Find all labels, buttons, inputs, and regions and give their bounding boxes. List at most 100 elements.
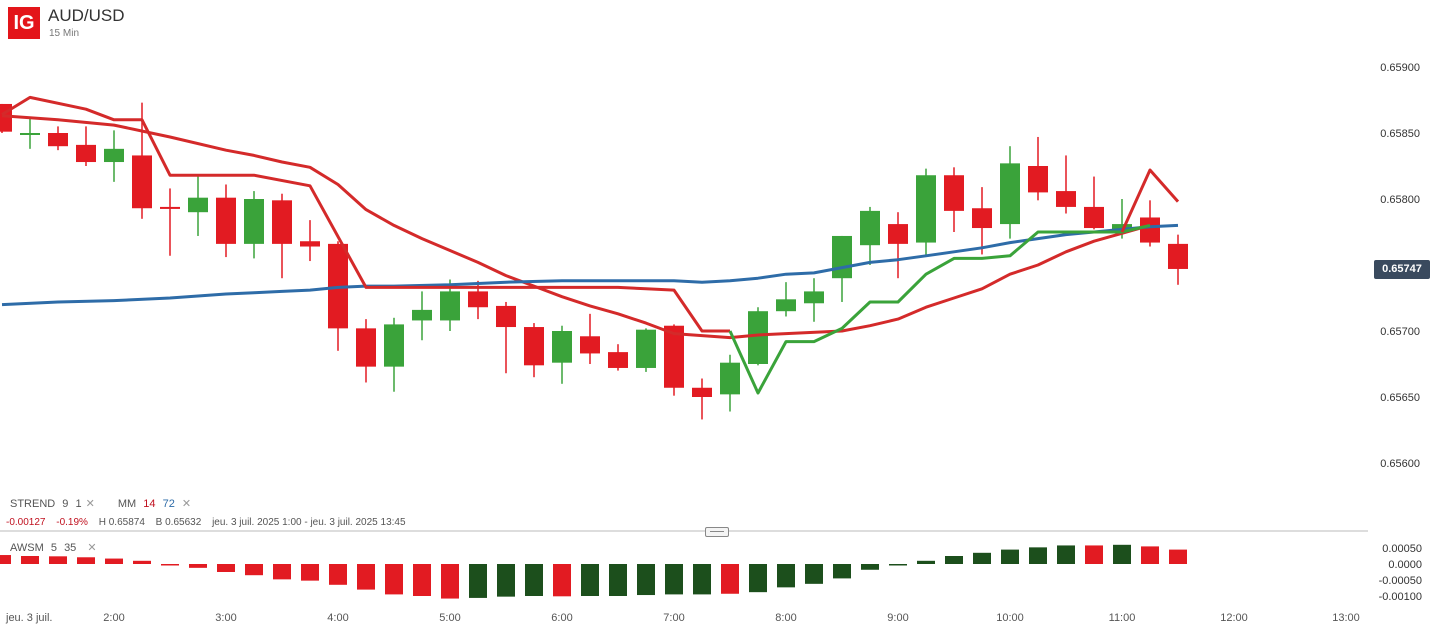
candle-body[interactable] (776, 299, 796, 312)
candle-body[interactable] (916, 175, 936, 243)
candle-body[interactable] (748, 311, 768, 364)
candle-body[interactable] (888, 224, 908, 244)
awsm-bar (161, 564, 179, 566)
last-price-badge: 0.65747 (1374, 260, 1430, 279)
awsm-bar (21, 556, 39, 564)
price-tick-label: 0.65800 (1380, 194, 1420, 206)
strend-label: STREND (10, 498, 56, 510)
candle-body[interactable] (944, 175, 964, 211)
awsm-param-1: 5 (50, 542, 57, 554)
time-tick-label: 11:00 (1109, 612, 1136, 624)
strend-close-icon[interactable]: ✕ (85, 498, 95, 510)
candle-body[interactable] (1084, 206, 1104, 229)
awsm-axis: 0.00050 0.0000 -0.00050 -0.00100 (1379, 543, 1422, 603)
candle-body[interactable] (720, 362, 740, 395)
strend-param-2: 1 (75, 498, 82, 510)
mm-param-2: 72 (162, 498, 175, 510)
awsm-bar (385, 564, 403, 595)
awsm-bar (1057, 545, 1075, 564)
awsm-bar (833, 564, 851, 579)
time-axis: jeu. 3 juil. 2:00 3:00 4:00 5:00 6:00 7:00 8:00… (5, 612, 1360, 624)
candle-body[interactable] (804, 291, 824, 304)
time-tick-label: 5:00 (439, 612, 460, 624)
indicator-line (1, 95, 730, 333)
candle-body[interactable] (440, 291, 460, 321)
date-range: jeu. 3 juil. 2025 1:00 - jeu. 3 juil. 20… (212, 517, 406, 528)
candle-body[interactable] (216, 197, 236, 244)
price-info-bar: -0.00127 -0.19% H 0.65874 B 0.65632 jeu.… (6, 517, 414, 528)
awsm-bar (189, 564, 207, 568)
candle-body[interactable] (972, 208, 992, 229)
candle-body[interactable] (636, 329, 656, 368)
price-tick-label: 0.65700 (1380, 326, 1420, 338)
candle-body[interactable] (1000, 163, 1020, 225)
awsm-bar (217, 564, 235, 572)
awsm-label: AWSM (10, 542, 44, 554)
awsm-bar (609, 564, 627, 596)
candle-body[interactable] (20, 133, 40, 135)
time-tick-label: 4:00 (327, 612, 348, 624)
price-tick-label: 0.65850 (1380, 128, 1420, 140)
strend-param-1: 9 (62, 498, 69, 510)
candle-body[interactable] (1140, 217, 1160, 243)
awsm-bar (329, 564, 347, 585)
candle-body[interactable] (608, 352, 628, 368)
awsm-bar (637, 564, 655, 596)
candle-body[interactable] (552, 331, 572, 363)
time-tick-label: 12:00 (1220, 612, 1248, 624)
candle-body[interactable] (356, 328, 376, 367)
awsm-bar (973, 552, 991, 564)
awsm-tick-label: -0.00050 (1379, 575, 1422, 587)
low-value: B 0.65632 (155, 517, 202, 528)
time-tick-label: 13:00 (1332, 612, 1360, 624)
awsm-close-icon[interactable]: ✕ (87, 542, 97, 554)
candle-body[interactable] (580, 336, 600, 354)
high-value: H 0.65874 (98, 517, 145, 528)
candle-body[interactable] (132, 155, 152, 209)
candle-body[interactable] (496, 305, 516, 328)
ig-logo: IG (8, 7, 40, 39)
indicator-lines-layer (1, 95, 1180, 395)
awsm-bar (861, 564, 879, 570)
candle-body[interactable] (692, 387, 712, 397)
candle-body[interactable] (104, 148, 124, 163)
candle-body[interactable] (1028, 166, 1048, 193)
awsm-bar (441, 564, 459, 599)
awsm-bar (133, 560, 151, 564)
candle-body[interactable] (412, 309, 432, 321)
awsm-bar (889, 564, 907, 566)
awsm-tick-label: 0.00050 (1382, 543, 1422, 555)
awsm-bar (525, 564, 543, 596)
time-tick-label: 8:00 (775, 612, 796, 624)
candle-body[interactable] (832, 235, 852, 279)
time-tick-label: 6:00 (551, 612, 572, 624)
awsm-bar (553, 564, 571, 597)
candle-body[interactable] (76, 144, 96, 163)
indicator-legend: STREND 9 1 ✕ MM 14 72 ✕ (10, 497, 195, 510)
indicator-line (1120, 168, 1180, 233)
mm-param-1: 14 (143, 498, 156, 510)
candle-body[interactable] (300, 241, 320, 247)
indicator-line (1, 223, 1179, 307)
candle-body[interactable] (48, 133, 68, 147)
candle-body[interactable] (1168, 243, 1188, 269)
candle-body[interactable] (244, 199, 264, 244)
candle-body[interactable] (524, 327, 544, 366)
time-tick-label: 9:00 (887, 612, 908, 624)
awsm-bar (665, 564, 683, 595)
candle-body[interactable] (1056, 191, 1076, 207)
candle-body[interactable] (860, 210, 880, 246)
mm-close-icon[interactable]: ✕ (181, 498, 192, 510)
candle-body[interactable] (160, 206, 180, 209)
candle-body[interactable] (384, 324, 404, 367)
time-tick-label: jeu. 3 juil. (5, 612, 52, 624)
candle-body[interactable] (664, 325, 684, 388)
candle-body[interactable] (188, 197, 208, 213)
awsm-bar (1113, 544, 1131, 564)
pane-resize-handle[interactable] (705, 527, 729, 537)
awsm-bar (0, 555, 11, 564)
candle-body[interactable] (272, 200, 292, 244)
candle-body[interactable] (468, 291, 488, 308)
time-tick-label: 2:00 (103, 612, 124, 624)
